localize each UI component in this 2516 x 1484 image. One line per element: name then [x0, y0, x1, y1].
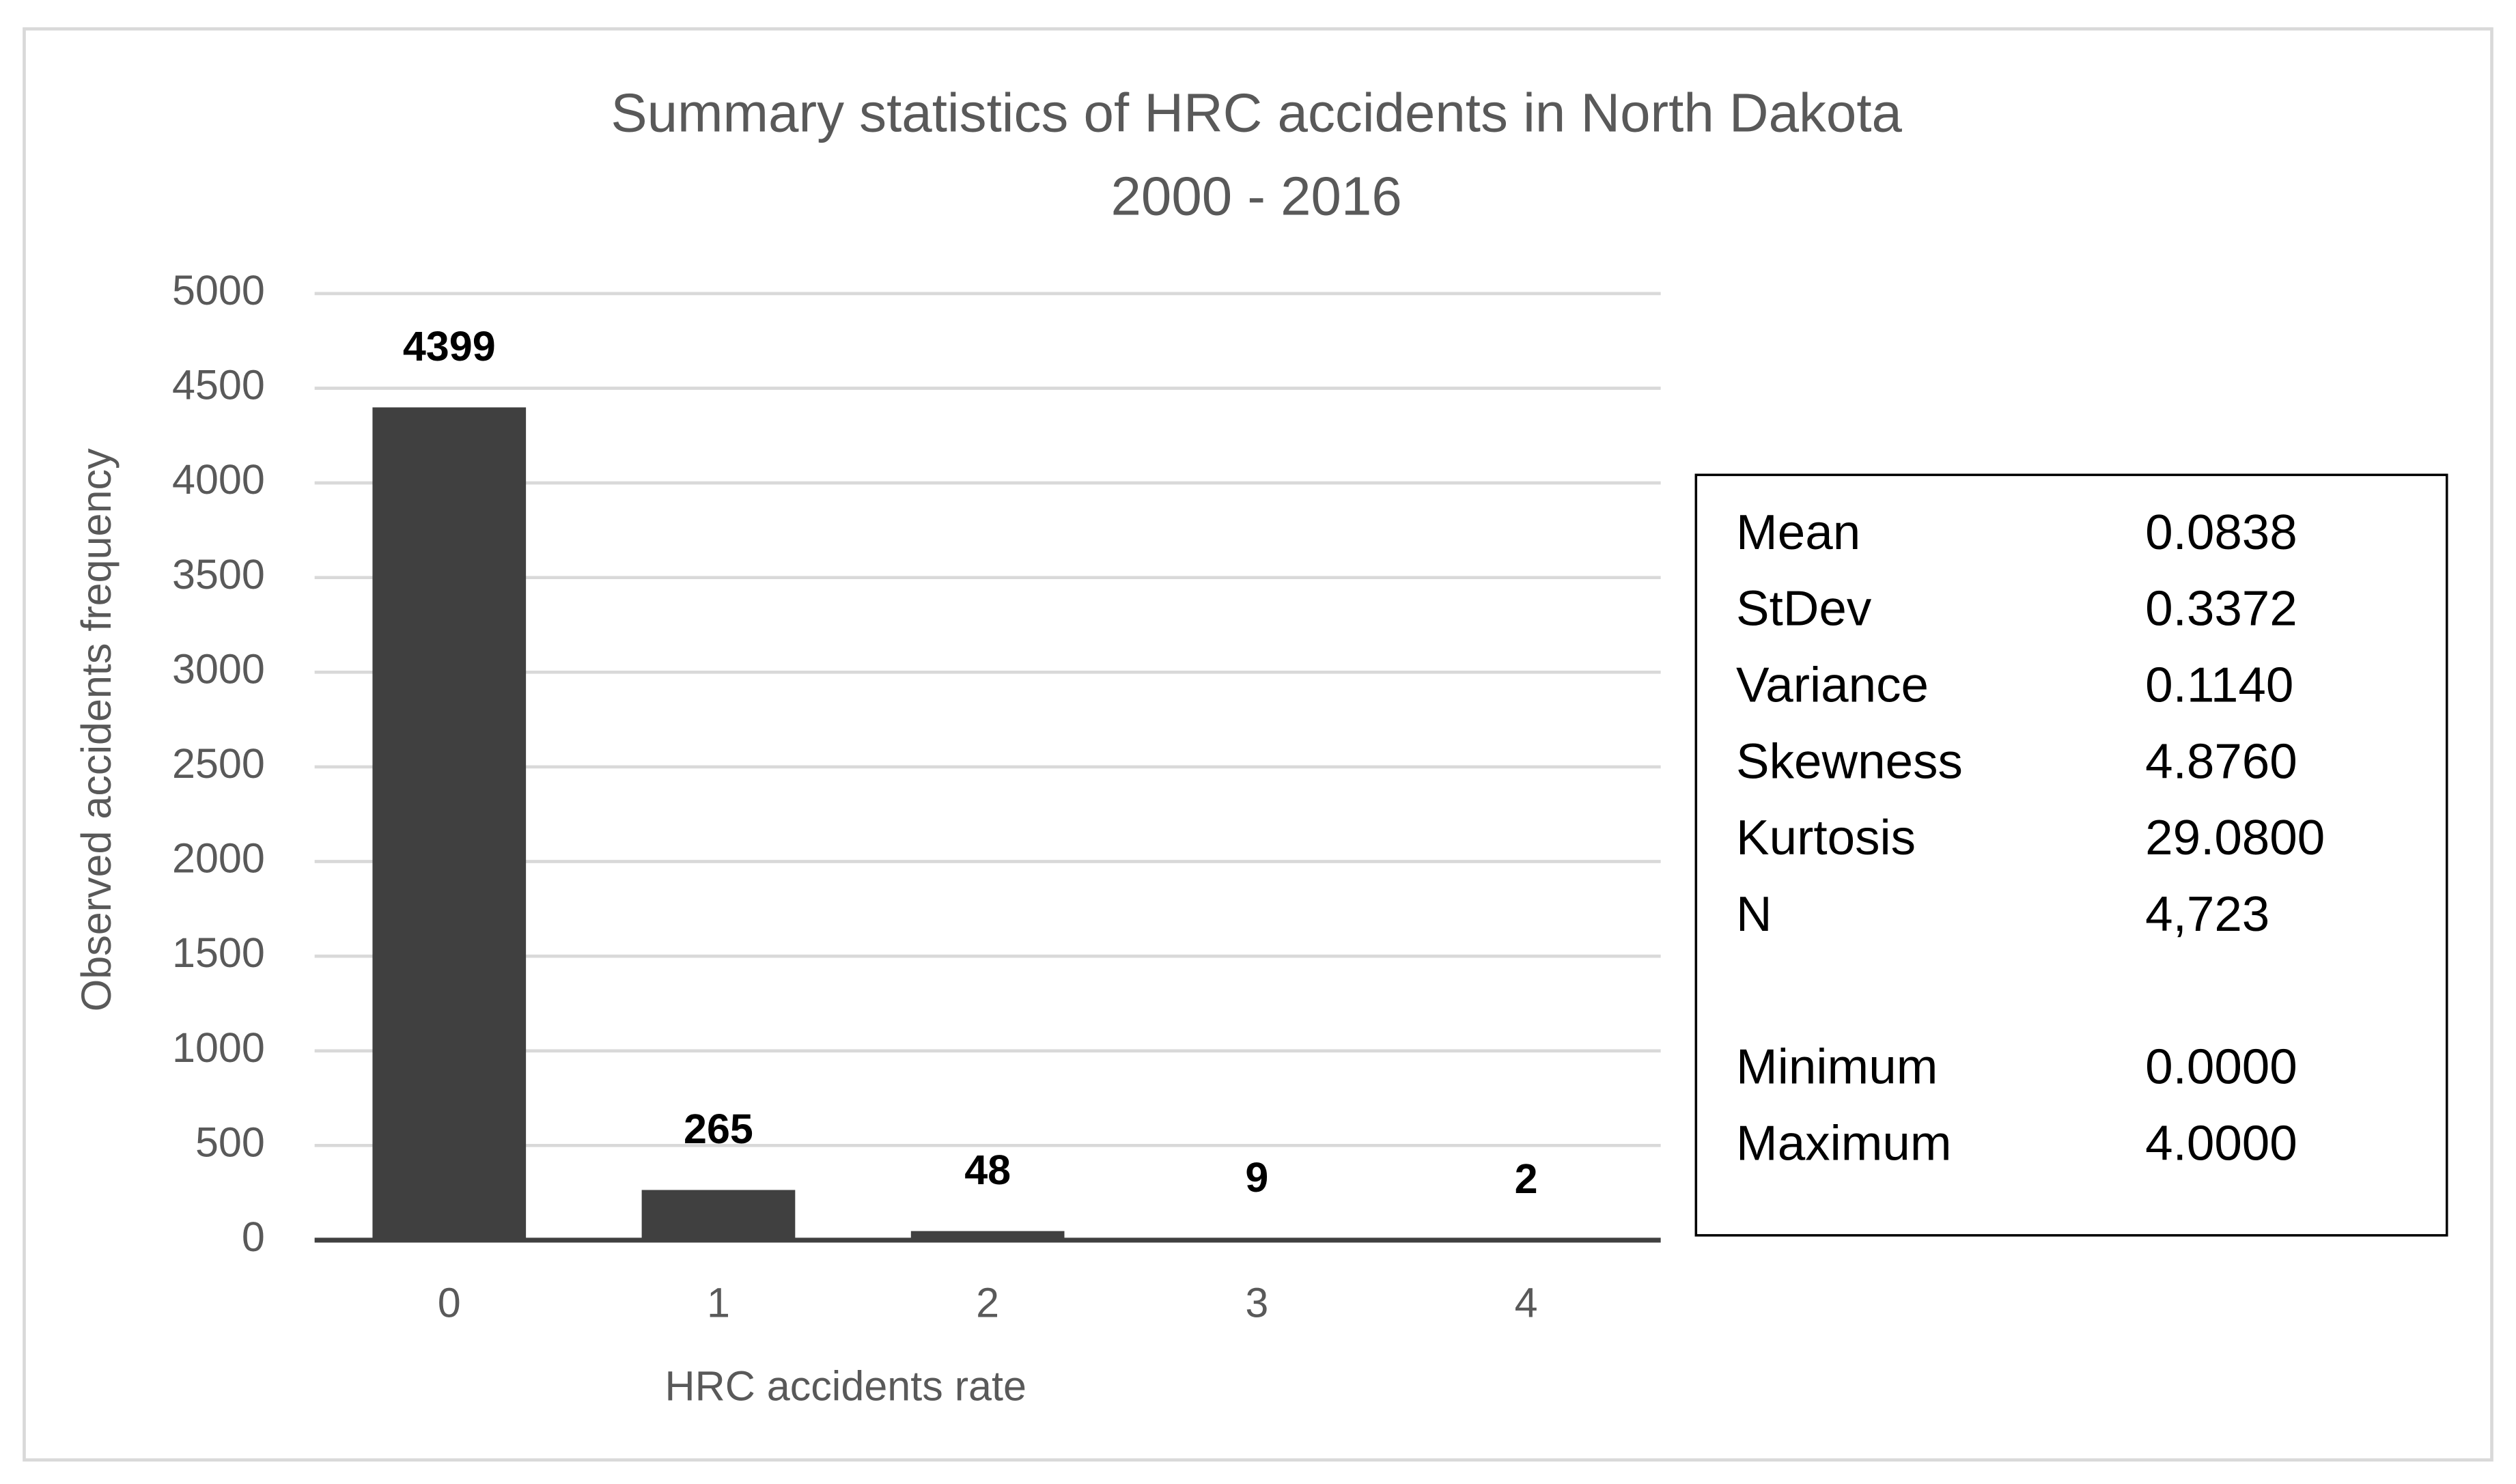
- bar: [641, 1190, 796, 1240]
- x-tick-label: 2: [976, 1279, 999, 1326]
- stat-value: 0.0838: [2145, 505, 2297, 560]
- stat-value: 4.8760: [2145, 733, 2297, 789]
- stat-label: Mean: [1736, 505, 1860, 560]
- y-tick-label: 0: [242, 1214, 265, 1260]
- stat-value: 29.0800: [2145, 810, 2325, 865]
- y-tick-label: 5000: [172, 267, 265, 313]
- stat-label: N: [1736, 886, 1772, 942]
- y-tick-label: 4000: [172, 456, 265, 503]
- y-tick-label: 1500: [172, 929, 265, 976]
- x-axis-title: HRC accidents rate: [665, 1363, 1026, 1410]
- y-tick-label: 2500: [172, 740, 265, 787]
- data-label: 48: [964, 1147, 1011, 1193]
- x-tick-label: 0: [438, 1279, 461, 1326]
- stat-label: Maximum: [1736, 1115, 1952, 1171]
- y-tick-label: 3000: [172, 645, 265, 692]
- y-axis-title: Observed accidents frequency: [73, 448, 120, 1011]
- stat-value: 0.1140: [2145, 658, 2293, 713]
- x-tick-label: 4: [1515, 1279, 1538, 1326]
- stat-value: 0.0000: [2145, 1039, 2297, 1095]
- stat-value: 4,723: [2145, 886, 2269, 942]
- stat-value: 4.0000: [2145, 1115, 2297, 1171]
- chart-subtitle: 2000 - 2016: [1111, 166, 1402, 227]
- data-label: 265: [684, 1106, 753, 1152]
- y-tick-label: 2000: [172, 835, 265, 882]
- stat-value: 0.3372: [2145, 581, 2297, 636]
- chart-title: Summary statistics of HRC accidents in N…: [611, 83, 1902, 143]
- y-tick-label: 3500: [172, 551, 265, 598]
- data-label: 4399: [403, 323, 496, 369]
- x-tick-label: 3: [1245, 1279, 1268, 1326]
- stat-label: Skewness: [1736, 733, 1963, 789]
- stat-label: Minimum: [1736, 1039, 1938, 1095]
- stat-label: Variance: [1736, 658, 1929, 713]
- stat-label: StDev: [1736, 581, 1872, 636]
- bar: [372, 407, 527, 1240]
- y-tick-label: 4500: [172, 362, 265, 408]
- data-label: 2: [1515, 1156, 1538, 1202]
- x-tick-label: 1: [707, 1279, 730, 1326]
- data-label: 9: [1245, 1154, 1268, 1201]
- y-tick-label: 500: [195, 1119, 265, 1165]
- stat-label: Kurtosis: [1736, 810, 1916, 865]
- stats-box: [1694, 473, 2448, 1237]
- y-tick-label: 1000: [172, 1024, 265, 1071]
